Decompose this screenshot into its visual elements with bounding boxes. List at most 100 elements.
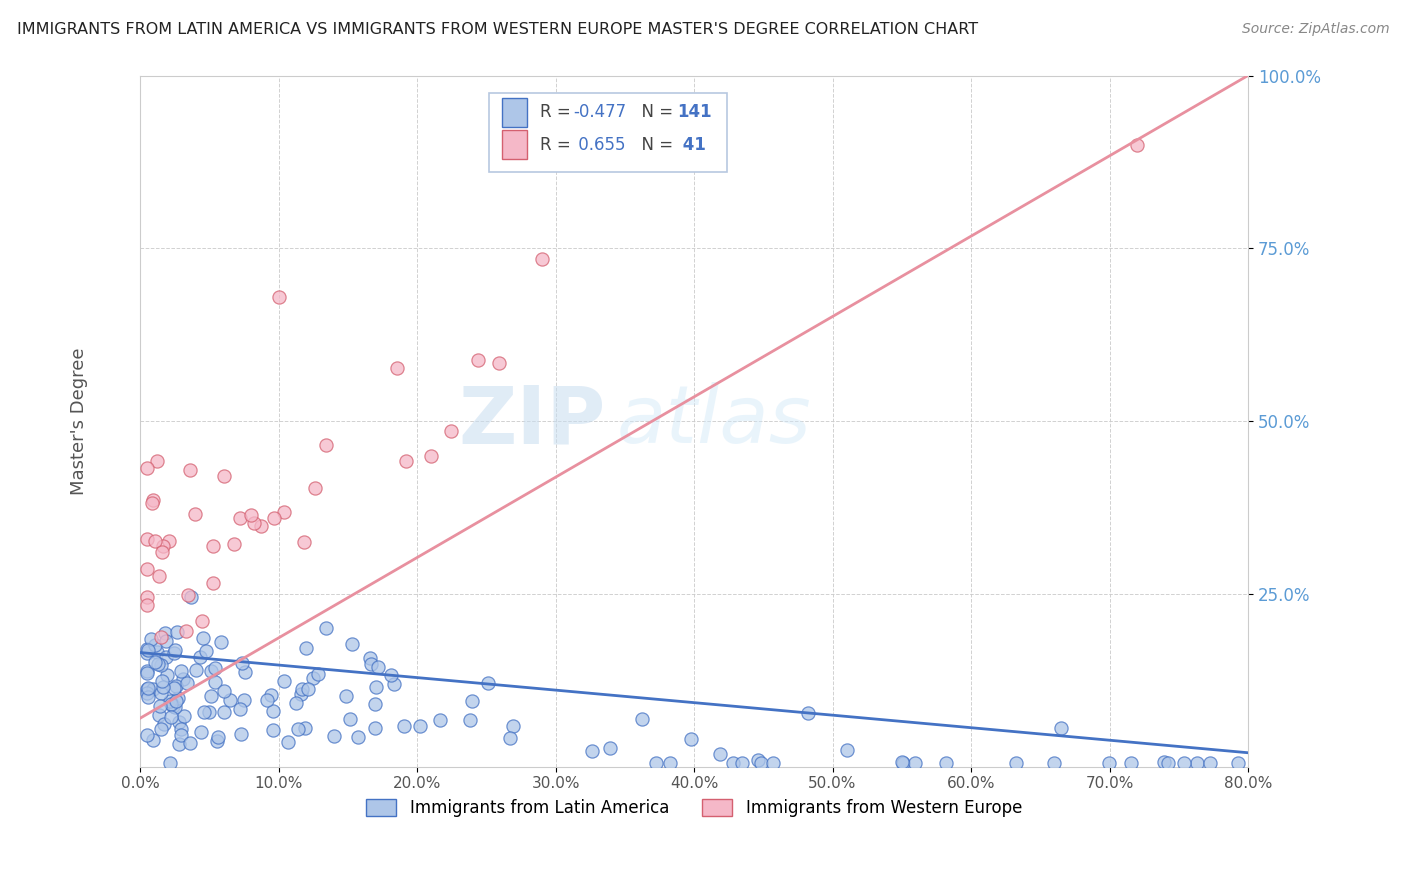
Text: 0.655: 0.655: [574, 136, 626, 153]
Point: [136, 690, 159, 704]
Point: [315, 438, 337, 452]
Point: [229, 510, 252, 524]
Point: [176, 675, 198, 690]
Point: [165, 699, 187, 714]
Point: [141, 632, 163, 647]
Point: [159, 698, 181, 712]
Point: [190, 725, 212, 739]
Point: [292, 535, 315, 549]
Point: [267, 290, 290, 304]
Text: N =: N =: [631, 103, 678, 121]
Point: [195, 644, 218, 658]
Point: [153, 717, 176, 731]
Point: [323, 729, 346, 743]
Point: [159, 694, 181, 708]
Point: [347, 730, 370, 744]
Point: [461, 694, 484, 708]
Point: [224, 537, 246, 551]
Point: [262, 704, 284, 718]
Point: [159, 756, 181, 770]
Point: [163, 643, 186, 657]
Point: [395, 454, 418, 468]
Point: [149, 698, 172, 713]
Point: [209, 635, 232, 649]
Point: [202, 576, 225, 591]
Point: [291, 682, 314, 697]
Point: [762, 756, 785, 771]
Point: [166, 625, 188, 640]
Point: [136, 646, 159, 660]
Point: [382, 677, 405, 691]
Point: [263, 511, 285, 525]
Point: [204, 661, 226, 675]
Point: [364, 697, 387, 711]
Point: [172, 672, 194, 686]
Point: [256, 693, 278, 707]
Point: [136, 643, 159, 657]
Point: [307, 667, 329, 681]
Point: [315, 621, 337, 635]
Point: [420, 449, 443, 463]
Point: [136, 681, 159, 696]
Point: [385, 360, 408, 375]
FancyBboxPatch shape: [489, 93, 727, 172]
Point: [156, 667, 179, 681]
Point: [165, 679, 187, 693]
Bar: [502, 130, 527, 159]
Point: [1153, 756, 1175, 770]
Point: [166, 691, 188, 706]
Point: [193, 705, 215, 719]
Point: [380, 667, 402, 681]
Point: [1226, 756, 1249, 771]
Point: [155, 625, 177, 640]
Point: [191, 615, 214, 629]
Point: [499, 731, 522, 746]
Point: [797, 706, 820, 720]
Point: [179, 736, 201, 750]
Point: [1157, 756, 1180, 771]
Point: [174, 624, 197, 638]
Point: [188, 649, 211, 664]
Point: [149, 686, 172, 700]
Point: [146, 645, 169, 659]
Point: [136, 533, 159, 547]
Point: [239, 508, 262, 523]
Point: [460, 714, 482, 728]
Point: [148, 569, 170, 583]
Point: [835, 743, 858, 757]
Point: [219, 693, 242, 707]
Point: [170, 664, 193, 678]
Point: [180, 590, 202, 604]
Point: [242, 516, 264, 530]
Point: [136, 686, 159, 700]
Point: [1199, 756, 1222, 771]
Point: [645, 756, 668, 771]
Point: [136, 681, 159, 696]
Point: [301, 671, 323, 685]
Point: [136, 598, 159, 612]
Point: [429, 713, 451, 727]
Point: [143, 655, 166, 669]
Point: [160, 697, 183, 711]
Point: [440, 424, 463, 438]
Point: [200, 665, 222, 679]
Point: [143, 638, 166, 652]
Point: [149, 722, 172, 736]
Point: [250, 519, 273, 533]
Text: N =: N =: [631, 136, 678, 153]
Point: [658, 756, 681, 771]
Point: [1185, 756, 1208, 771]
Point: [162, 698, 184, 713]
Point: [284, 696, 307, 710]
Legend: Immigrants from Latin America, Immigrants from Western Europe: Immigrants from Latin America, Immigrant…: [360, 792, 1029, 824]
Point: [184, 663, 207, 677]
Point: [260, 688, 283, 702]
Text: R =: R =: [540, 136, 581, 153]
Point: [207, 730, 229, 744]
Point: [200, 689, 222, 703]
Point: [709, 747, 731, 761]
Point: [136, 728, 159, 742]
Point: [150, 658, 173, 673]
Point: [141, 496, 163, 510]
Bar: [502, 97, 527, 127]
